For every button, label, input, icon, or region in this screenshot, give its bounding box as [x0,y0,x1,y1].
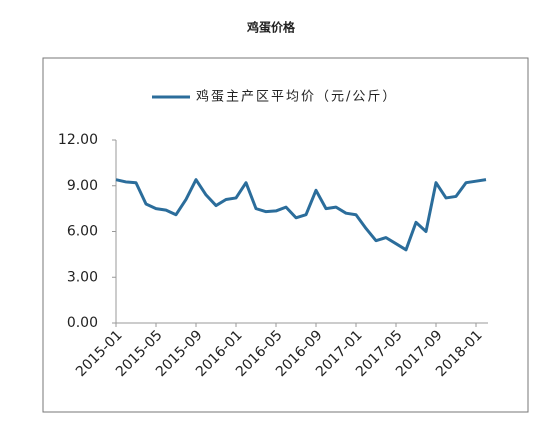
series-line [115,178,487,252]
chart-title: 鸡蛋价格 [246,20,296,35]
y-tick-label: 9.00 [67,178,98,194]
y-tick-label: 12.00 [58,132,98,148]
chart-frame [42,57,529,413]
y-tick-label: 3.00 [67,269,98,285]
legend-label: 鸡蛋主产区平均价（元/公斤） [196,89,397,105]
y-tick-label: 6.00 [67,224,98,240]
y-tick-label: 0.00 [67,315,98,331]
